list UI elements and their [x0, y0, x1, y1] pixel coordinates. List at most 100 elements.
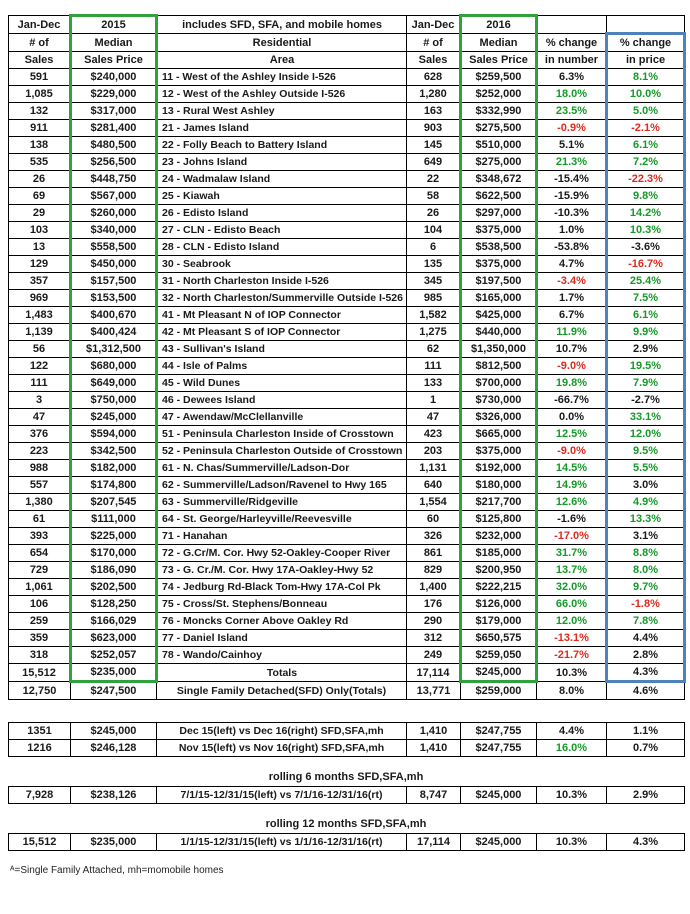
- pct-change-number: 12.6%: [536, 493, 607, 511]
- median-price-2016: $126,000: [459, 595, 538, 613]
- median-price-2015: $247,500: [70, 681, 157, 700]
- pct-change-price: 5.0%: [605, 102, 686, 120]
- area-name: 13 - Rural West Ashley: [156, 102, 407, 120]
- median-price-2015: $245,000: [70, 722, 157, 740]
- median-price-2016: $247,755: [460, 722, 537, 740]
- header-blank-1: [536, 15, 607, 34]
- sales-2016: 1: [406, 391, 461, 409]
- table-row: 729 $186,090 73 - G. Cr./M. Cor. Hwy 17A-O…: [8, 561, 686, 579]
- pct-change-number: -17.0%: [536, 527, 607, 545]
- median-price-2016: $375,000: [459, 442, 538, 460]
- pct-change-number: 18.0%: [536, 85, 607, 103]
- median-price-2015: $260,000: [69, 204, 158, 222]
- pct-change-number: -15.9%: [536, 187, 607, 205]
- median-price-2016: $179,000: [459, 612, 538, 630]
- sales-2016: 60: [406, 510, 461, 528]
- area-name: Single Family Detached(SFD) Only(Totals): [156, 681, 407, 700]
- sales-2015: 103: [8, 221, 71, 239]
- median-price-2015: $235,000: [70, 833, 157, 851]
- area-name: 51 - Peninsula Charleston Inside of Cros…: [156, 425, 407, 443]
- area-name: 61 - N. Chas/Summerville/Ladson-Dor: [156, 459, 407, 477]
- median-price-2015: $480,500: [69, 136, 158, 154]
- pct-change-number: 12.5%: [536, 425, 607, 443]
- pct-change-price: -22.3%: [605, 170, 686, 188]
- header-row-2: # of Median Residential # of Median % ch…: [8, 32, 686, 52]
- median-price-2015: $680,000: [69, 357, 158, 375]
- pct-change-number: 6.3%: [536, 68, 607, 86]
- table-row: 1351 $245,000 Dec 15(left) vs Dec 16(right…: [8, 722, 685, 740]
- pct-change-price: -2.1%: [605, 119, 686, 137]
- area-name: 11 - West of the Ashley Inside I-526: [156, 68, 407, 86]
- pct-change-number: -1.6%: [536, 510, 607, 528]
- median-price-2016: $275,000: [459, 153, 538, 171]
- pct-change-price: 2.9%: [606, 786, 685, 804]
- sales-2015: 1,139: [8, 323, 71, 341]
- pct-change-price: 3.1%: [605, 527, 686, 545]
- header-sales-2016: Sales: [406, 51, 461, 69]
- median-price-2016: $200,950: [459, 561, 538, 579]
- sales-2016: 1,410: [406, 739, 461, 757]
- area-name: 47 - Awendaw/McClellanville: [156, 408, 407, 426]
- area-name: 52 - Peninsula Charleston Outside of Cro…: [156, 442, 407, 460]
- pct-change-number: 32.0%: [536, 578, 607, 596]
- pct-change-number: -13.1%: [536, 629, 607, 647]
- area-name: 23 - Johns Island: [156, 153, 407, 171]
- header-year-2015: 2015: [69, 14, 158, 34]
- median-price-2016: $538,500: [459, 238, 538, 256]
- median-price-2016: $259,050: [459, 646, 538, 664]
- pct-change-price: 4.4%: [605, 629, 686, 647]
- pct-change-number: -15.4%: [536, 170, 607, 188]
- median-price-2015: $225,000: [69, 527, 158, 545]
- pct-change-price: 5.5%: [605, 459, 686, 477]
- pct-change-price: -2.7%: [605, 391, 686, 409]
- median-price-2016: $375,000: [459, 221, 538, 239]
- pct-change-number: 16.0%: [536, 739, 607, 757]
- header-includes-note: includes SFD, SFA, and mobile homes: [156, 15, 407, 34]
- pct-change-number: 11.9%: [536, 323, 607, 341]
- sales-2015: 15,512: [8, 833, 71, 851]
- area-name: 74 - Jedburg Rd-Black Tom-Hwy 17A-Col Pk: [156, 578, 407, 596]
- header-jan-dec-2015: Jan-Dec: [8, 15, 71, 34]
- table-row: 988 $182,000 61 - N. Chas/Summerville/Lads…: [8, 459, 686, 477]
- pct-change-number: 13.7%: [536, 561, 607, 579]
- header-sales-2015: Sales: [8, 51, 71, 69]
- median-price-2016: $217,700: [459, 493, 538, 511]
- pct-change-price: 7.2%: [605, 153, 686, 171]
- median-price-2016: $440,000: [459, 323, 538, 341]
- median-price-2016: $247,755: [460, 739, 537, 757]
- pct-change-price: 12.0%: [605, 425, 686, 443]
- sales-2015: 122: [8, 357, 71, 375]
- sales-2016: 135: [406, 255, 461, 273]
- table-row: 132 $317,000 13 - Rural West Ashley 163 $332…: [8, 102, 686, 120]
- median-price-2016: $812,500: [459, 357, 538, 375]
- sales-2015: 69: [8, 187, 71, 205]
- pct-change-number: 66.0%: [536, 595, 607, 613]
- sales-2015: 1,380: [8, 493, 71, 511]
- median-price-2015: $166,029: [69, 612, 158, 630]
- table-row: 15,512 $235,000 1/1/15-12/31/15(left) vs 1…: [8, 833, 685, 851]
- sales-2016: 985: [406, 289, 461, 307]
- table-row: 911 $281,400 21 - James Island 903 $275,500-…: [8, 119, 686, 137]
- pct-change-price: -1.8%: [605, 595, 686, 613]
- area-name: 32 - North Charleston/Summerville Outsid…: [156, 289, 407, 307]
- pct-change-price: 7.9%: [605, 374, 686, 392]
- table-row: 359 $623,000 77 - Daniel Island 312 $650,575…: [8, 629, 686, 647]
- area-name: 42 - Mt Pleasant S of IOP Connector: [156, 323, 407, 341]
- pct-change-number: 4.4%: [536, 722, 607, 740]
- pct-change-number: 1.7%: [536, 289, 607, 307]
- pct-change-number: 10.3%: [536, 663, 607, 682]
- pct-change-price: 2.8%: [605, 646, 686, 664]
- sales-2016: 17,114: [406, 833, 461, 851]
- table-row: 129 $450,000 30 - Seabrook 135 $375,000 4.7% -…: [8, 255, 686, 273]
- area-name: 73 - G. Cr./M. Cor. Hwy 17A-Oakley-Hwy 5…: [156, 561, 407, 579]
- sales-2016: 8,747: [406, 786, 461, 804]
- pct-change-price: 1.1%: [606, 722, 685, 740]
- sales-2016: 6: [406, 238, 461, 256]
- pct-change-number: 0.0%: [536, 408, 607, 426]
- area-name: 75 - Cross/St. Stephens/Bonneau: [156, 595, 407, 613]
- sales-2015: 223: [8, 442, 71, 460]
- area-name: Totals: [156, 663, 407, 682]
- sales-2015: 988: [8, 459, 71, 477]
- pct-change-number: 14.5%: [536, 459, 607, 477]
- median-price-2015: $245,000: [69, 408, 158, 426]
